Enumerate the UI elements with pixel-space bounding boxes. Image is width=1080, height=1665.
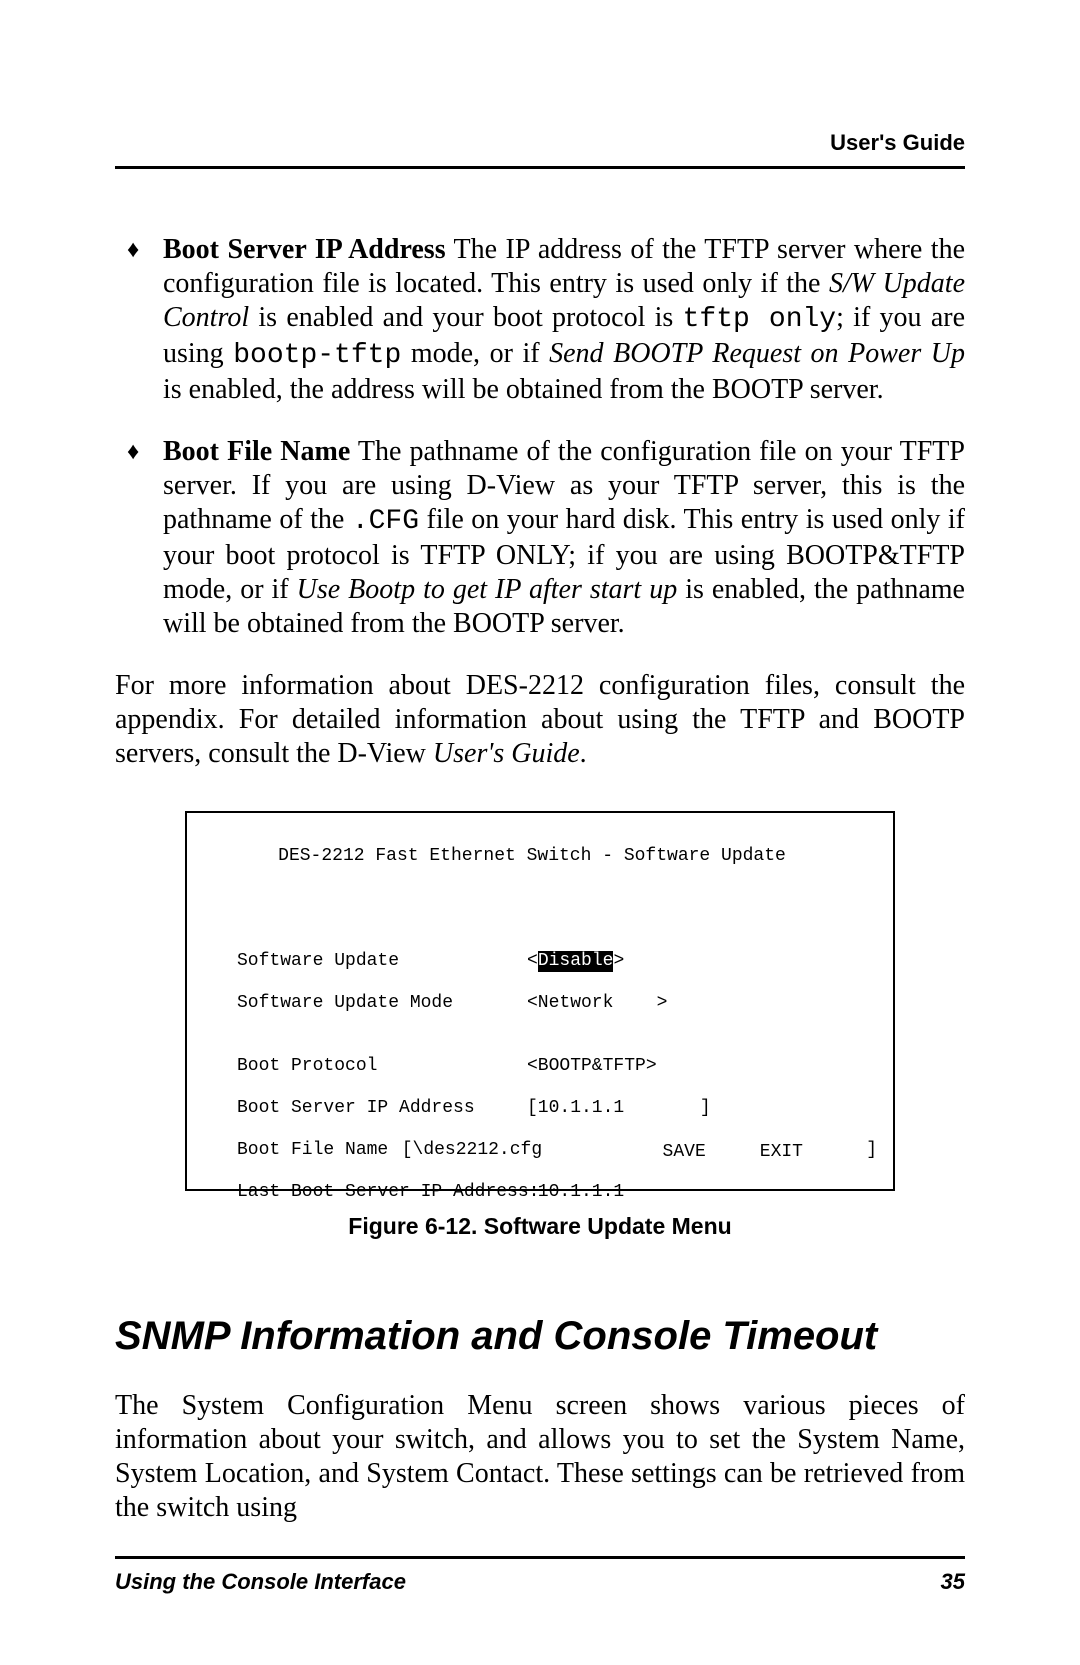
italic-text: User's Guide	[433, 738, 580, 769]
bullet-diamond-icon: ♦	[115, 233, 163, 407]
terminal-value: <	[527, 951, 538, 972]
terminal-value: >	[613, 951, 624, 972]
text: .	[580, 738, 587, 769]
terminal-value: [10.1.1.1 ]	[527, 1098, 711, 1119]
terminal-label: Software Update	[237, 951, 527, 972]
mono-text: tftp only	[683, 304, 837, 335]
terminal-value: <Network >	[527, 993, 667, 1014]
mono-text: bootp-tftp	[233, 340, 401, 371]
terminal-value: [\des2212.cfg ]	[402, 1140, 877, 1161]
italic-text: Use Bootp to get IP after start up	[297, 574, 678, 605]
terminal-value: 10.1.1.1	[527, 1182, 624, 1203]
footer-page-number: 35	[941, 1569, 965, 1595]
terminal-title: DES-2212 Fast Ethernet Switch - Software…	[237, 846, 877, 867]
bullet-title: Boot File Name	[163, 436, 350, 467]
terminal-value: <BOOTP&TFTP>	[527, 1056, 657, 1077]
bullet-text: Boot Server IP Address The IP address of…	[163, 233, 965, 407]
mono-text: .CFG	[352, 506, 419, 537]
bullet-title: Boot Server IP Address	[163, 234, 446, 265]
terminal-label: Last Boot Server IP Address:	[237, 1182, 527, 1203]
terminal-save: SAVE	[663, 1142, 706, 1162]
italic-text: Send BOOTP Request on Power Up	[549, 338, 965, 369]
body-paragraph: The System Configuration Menu screen sho…	[115, 1389, 965, 1525]
text: is enabled and your boot protocol is	[249, 302, 683, 333]
text: mode, or if	[401, 338, 549, 369]
paragraph: For more information about DES-2212 conf…	[115, 669, 965, 771]
terminal-label: Boot Protocol	[237, 1056, 527, 1077]
footer-left: Using the Console Interface	[115, 1569, 406, 1595]
bullet-item-boot-file-name: ♦ Boot File Name The pathname of the con…	[115, 435, 965, 641]
terminal-exit: EXIT	[760, 1142, 803, 1162]
bullet-item-boot-server-ip: ♦ Boot Server IP Address The IP address …	[115, 233, 965, 407]
terminal-label: Software Update Mode	[237, 993, 527, 1014]
page-footer: Using the Console Interface 35	[115, 1556, 965, 1595]
terminal-label: Boot File Name	[237, 1140, 402, 1161]
terminal-label: Boot Server IP Address	[237, 1098, 527, 1119]
terminal-screenshot: DES-2212 Fast Ethernet Switch - Software…	[185, 811, 895, 1191]
page-header: User's Guide	[115, 130, 965, 169]
section-heading: SNMP Information and Console Timeout	[115, 1314, 965, 1359]
text: is enabled, the address will be obtained…	[163, 374, 884, 405]
terminal-value-highlighted: Disable	[538, 951, 614, 972]
bullet-diamond-icon: ♦	[115, 435, 163, 641]
bullet-text: Boot File Name The pathname of the confi…	[163, 435, 965, 641]
